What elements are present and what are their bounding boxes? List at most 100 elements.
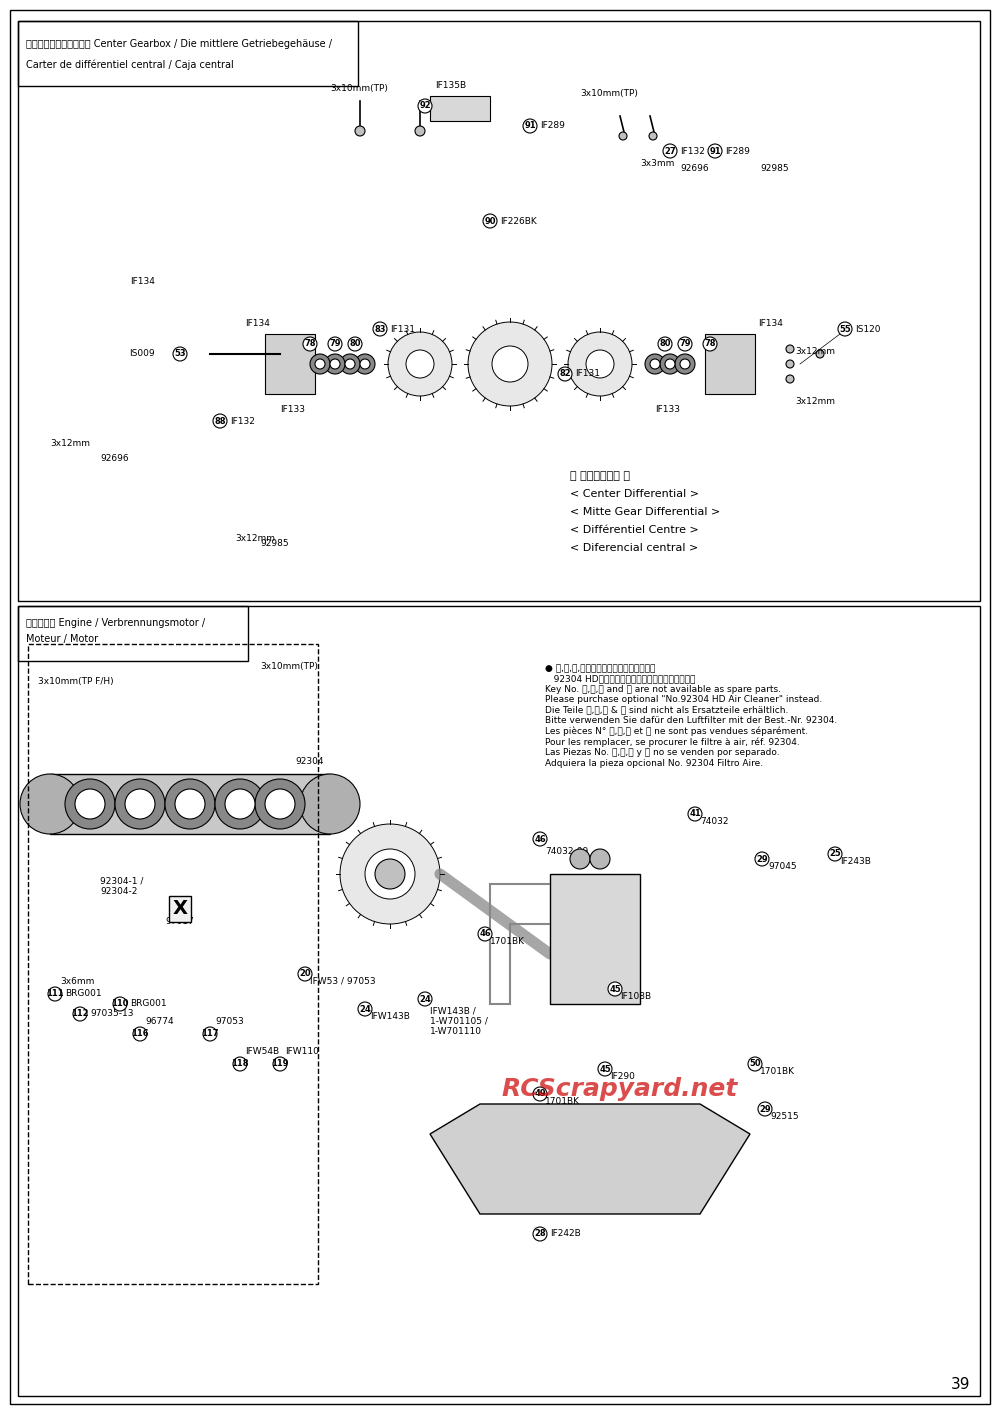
Text: 92304-1 /
92304-2: 92304-1 / 92304-2: [100, 877, 143, 896]
Circle shape: [225, 789, 255, 819]
Circle shape: [533, 1227, 547, 1241]
Circle shape: [816, 351, 824, 358]
Text: 3x10mm(TP F/H): 3x10mm(TP F/H): [38, 677, 114, 686]
Circle shape: [590, 848, 610, 870]
Circle shape: [415, 126, 425, 136]
Circle shape: [608, 981, 622, 995]
Circle shape: [355, 354, 375, 373]
Circle shape: [586, 351, 614, 378]
Text: 41: 41: [689, 809, 701, 819]
Text: < Différentiel Centre >: < Différentiel Centre >: [570, 525, 699, 534]
Circle shape: [492, 346, 528, 382]
Circle shape: [663, 144, 677, 158]
Circle shape: [483, 214, 497, 228]
Circle shape: [233, 1058, 247, 1070]
Polygon shape: [430, 96, 490, 122]
Text: 3x12mm: 3x12mm: [50, 438, 90, 448]
Text: 1701BK: 1701BK: [545, 1097, 580, 1106]
Text: 53: 53: [174, 349, 186, 359]
Circle shape: [348, 337, 362, 351]
Text: 92985: 92985: [760, 164, 789, 173]
Circle shape: [645, 354, 665, 373]
Circle shape: [786, 375, 794, 383]
Text: IF242B: IF242B: [550, 1230, 581, 1239]
Circle shape: [523, 119, 537, 133]
Text: 92515: 92515: [770, 1111, 799, 1121]
Text: Carter de différentiel central / Caja central: Carter de différentiel central / Caja ce…: [26, 59, 234, 69]
Text: IF289: IF289: [540, 122, 565, 130]
Text: 88: 88: [214, 417, 226, 426]
Text: 92985: 92985: [260, 539, 289, 549]
Text: < Diferencial central >: < Diferencial central >: [570, 543, 698, 553]
Circle shape: [468, 322, 552, 406]
Text: ＜ センターデフ ＞: ＜ センターデフ ＞: [570, 471, 630, 481]
Text: 49: 49: [534, 1090, 546, 1099]
Text: BRG001: BRG001: [130, 1000, 167, 1008]
Circle shape: [619, 132, 627, 140]
Circle shape: [203, 1027, 217, 1041]
Text: 97045: 97045: [768, 863, 797, 871]
Circle shape: [748, 1058, 762, 1070]
Text: 97053: 97053: [215, 1017, 244, 1027]
Polygon shape: [265, 334, 315, 395]
Circle shape: [373, 322, 387, 337]
Text: IF134: IF134: [245, 320, 270, 328]
Bar: [18, 21, 358, 86]
Text: IF132: IF132: [230, 417, 255, 426]
Text: IF134: IF134: [758, 320, 783, 328]
Text: IFW110: IFW110: [285, 1046, 319, 1056]
Text: 24: 24: [419, 994, 431, 1004]
Polygon shape: [705, 334, 755, 395]
Circle shape: [558, 368, 572, 380]
Circle shape: [315, 359, 325, 369]
Text: 91: 91: [524, 122, 536, 130]
Text: 79: 79: [679, 339, 691, 348]
Polygon shape: [430, 1104, 750, 1215]
Circle shape: [658, 337, 672, 351]
Circle shape: [828, 847, 842, 861]
Text: 3x10mm(TP): 3x10mm(TP): [260, 662, 318, 672]
Circle shape: [213, 414, 227, 428]
Circle shape: [165, 779, 215, 829]
Text: 78: 78: [704, 339, 716, 348]
Text: IF226BK: IF226BK: [500, 216, 537, 225]
Text: IF289: IF289: [725, 147, 750, 156]
Circle shape: [325, 354, 345, 373]
Text: エンジン／ Engine / Verbrennungsmotor /: エンジン／ Engine / Verbrennungsmotor /: [26, 618, 205, 628]
Text: 28: 28: [534, 1230, 546, 1239]
Text: 119: 119: [271, 1059, 289, 1069]
Circle shape: [649, 132, 657, 140]
Text: 78: 78: [304, 339, 316, 348]
Circle shape: [680, 359, 690, 369]
Text: 92696: 92696: [100, 454, 129, 462]
Text: IF131: IF131: [390, 324, 415, 334]
Circle shape: [786, 345, 794, 354]
Circle shape: [330, 359, 340, 369]
Circle shape: [568, 332, 632, 396]
Circle shape: [660, 354, 680, 373]
Circle shape: [418, 99, 432, 113]
Text: X: X: [173, 899, 188, 919]
Circle shape: [570, 848, 590, 870]
Text: IS009: IS009: [129, 349, 155, 359]
Circle shape: [418, 993, 432, 1005]
Text: 3x12mm: 3x12mm: [795, 346, 835, 356]
Bar: [18, 607, 980, 1396]
Text: 92696: 92696: [680, 164, 709, 173]
Circle shape: [688, 807, 702, 822]
Circle shape: [75, 789, 105, 819]
Text: 92304: 92304: [296, 756, 324, 766]
Circle shape: [478, 928, 492, 940]
Circle shape: [533, 831, 547, 846]
Text: 3x3mm: 3x3mm: [640, 158, 674, 168]
Circle shape: [175, 789, 205, 819]
Circle shape: [703, 337, 717, 351]
Circle shape: [65, 779, 115, 829]
Text: 29: 29: [759, 1104, 771, 1113]
Circle shape: [708, 144, 722, 158]
Circle shape: [665, 359, 675, 369]
Text: 118: 118: [231, 1059, 249, 1069]
Circle shape: [838, 322, 852, 337]
Text: センターギヤボックス／ Center Gearbox / Die mittlere Getriebegehäuse /: センターギヤボックス／ Center Gearbox / Die mittler…: [26, 40, 332, 49]
Circle shape: [20, 773, 80, 834]
